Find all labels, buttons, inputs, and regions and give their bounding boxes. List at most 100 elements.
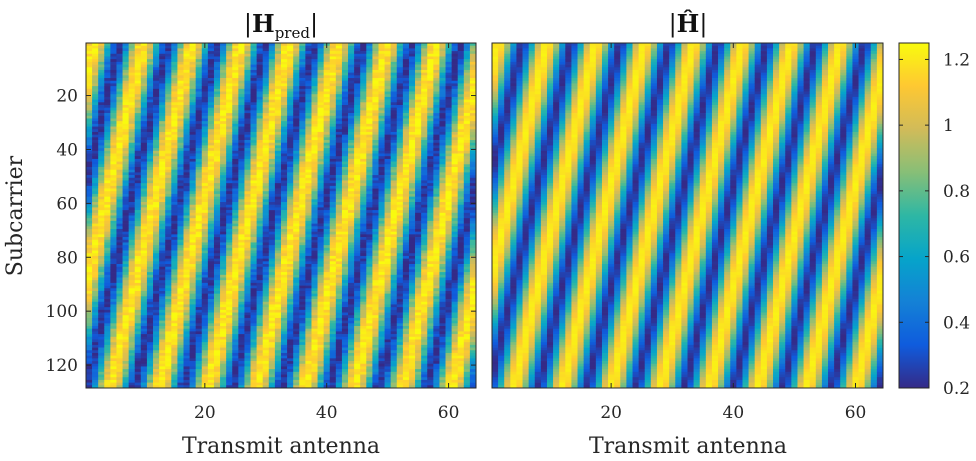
heatmap-cell <box>232 363 239 367</box>
heatmap-cell <box>128 245 136 249</box>
heatmap-cell <box>256 342 264 346</box>
heatmap-cell <box>116 296 123 300</box>
heatmap-cell <box>116 64 123 68</box>
heatmap-cell <box>299 180 306 184</box>
heatmap-cell <box>195 169 203 173</box>
heatmap-cell <box>134 177 142 181</box>
heatmap-cell <box>293 344 300 348</box>
heatmap-cell <box>287 204 294 208</box>
heatmap-cell <box>274 336 282 340</box>
heatmap-cell <box>159 336 166 340</box>
heatmap-cell <box>153 358 160 362</box>
heatmap-cell <box>122 177 129 181</box>
heatmap-cell <box>311 123 318 127</box>
heatmap-cell <box>226 64 233 68</box>
heatmap-cell <box>244 80 251 84</box>
heatmap-cell <box>92 61 99 65</box>
heatmap-cell <box>92 78 99 82</box>
heatmap-cell <box>213 245 221 249</box>
heatmap-cell <box>165 369 172 373</box>
heatmap-cell <box>281 253 288 257</box>
heatmap-cell <box>281 185 288 189</box>
heatmap-cell <box>226 166 233 171</box>
heatmap-cell <box>195 207 203 211</box>
heatmap-cell <box>86 293 93 297</box>
heatmap-cell <box>281 309 288 313</box>
heatmap-cell <box>189 102 197 106</box>
heatmap-cell <box>293 245 300 249</box>
heatmap-cell <box>134 312 142 316</box>
heatmap-cell <box>171 355 178 359</box>
heatmap-cell <box>281 266 288 270</box>
heatmap-cell <box>293 67 300 71</box>
heatmap-cell <box>250 269 257 273</box>
heatmap-cell <box>262 253 270 257</box>
heatmap-cell <box>122 69 129 73</box>
heatmap-cell <box>268 86 276 90</box>
heatmap-cell <box>171 255 178 259</box>
heatmap-cell <box>256 317 264 321</box>
heatmap-cell <box>232 193 239 197</box>
heatmap-cell <box>250 145 257 149</box>
heatmap-cell <box>110 43 117 47</box>
heatmap-cell <box>189 258 197 262</box>
heatmap-cell <box>250 113 257 117</box>
heatmap-cell <box>177 107 184 111</box>
heatmap-cell <box>183 148 190 152</box>
heatmap-cell <box>92 264 99 268</box>
heatmap-cell <box>226 226 233 230</box>
heatmap-cell <box>305 234 312 238</box>
heatmap-cell <box>244 342 251 346</box>
heatmap-cell <box>177 43 184 47</box>
heatmap-cell <box>128 309 136 313</box>
heatmap-cell <box>262 91 270 95</box>
heatmap-cell <box>311 126 318 130</box>
heatmap-cell <box>293 304 300 308</box>
heatmap-cell <box>134 317 142 321</box>
heatmap-cell <box>146 385 154 389</box>
heatmap-cell <box>134 175 142 179</box>
heatmap-cell <box>116 226 123 230</box>
heatmap-cell <box>201 48 209 52</box>
heatmap-cell <box>128 169 136 173</box>
heatmap-cell <box>110 140 117 144</box>
heatmap-cell <box>183 237 190 241</box>
heatmap-cell <box>189 323 197 327</box>
heatmap-cell <box>220 175 227 179</box>
heatmap-cell <box>159 172 166 176</box>
heatmap-cell <box>305 218 312 222</box>
heatmap-cell <box>134 102 142 106</box>
heatmap-cell <box>213 107 221 111</box>
heatmap-cell <box>104 158 111 162</box>
heatmap-cell <box>293 166 300 171</box>
heatmap-cell <box>268 202 276 206</box>
heatmap-cell <box>201 379 209 383</box>
heatmap-cell <box>116 180 123 184</box>
heatmap-cell <box>262 361 270 365</box>
heatmap-cell <box>140 134 148 138</box>
heatmap-cell <box>98 99 105 103</box>
heatmap-cell <box>220 196 227 200</box>
heatmap-cell <box>134 253 142 257</box>
heatmap-cell <box>171 282 178 286</box>
heatmap-cell <box>213 202 221 206</box>
heatmap-cell <box>183 320 190 324</box>
heatmap-cell <box>268 56 276 60</box>
heatmap-cell <box>98 326 105 330</box>
heatmap-cell <box>165 266 172 270</box>
heatmap-cell <box>110 301 117 305</box>
heatmap-cell <box>281 288 288 292</box>
heatmap-cell <box>86 290 93 295</box>
heatmap-cell <box>299 228 306 233</box>
heatmap-cell <box>262 369 270 373</box>
heatmap-cell <box>226 83 233 87</box>
heatmap-cell <box>177 177 184 181</box>
heatmap-cell <box>244 91 251 95</box>
heatmap-cell <box>189 142 197 146</box>
heatmap-cell <box>244 148 251 152</box>
heatmap-cell <box>262 51 270 55</box>
heatmap-cell <box>305 266 312 270</box>
heatmap-cell <box>244 180 251 184</box>
heatmap-cell <box>201 363 209 367</box>
heatmap-cell <box>207 115 215 119</box>
